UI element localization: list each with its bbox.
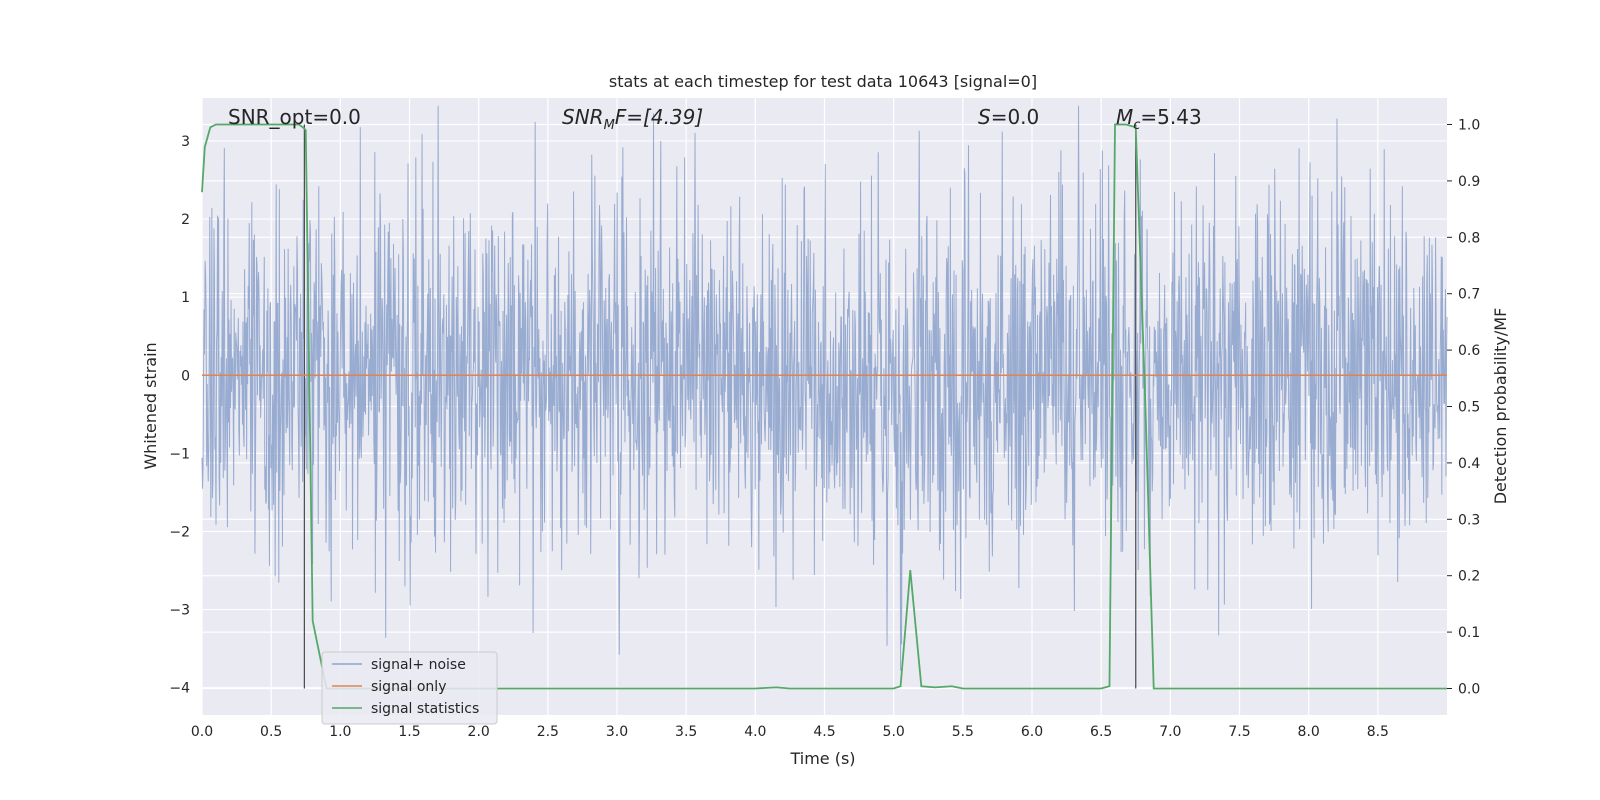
legend: signal+ noise signal only signal statist… <box>321 651 498 725</box>
y-tick-label: −1 <box>169 446 190 462</box>
x-tick-label: 5.5 <box>952 724 974 740</box>
y2-tick-label: 1.0 <box>1458 118 1480 134</box>
y-tick-label: 3 <box>181 134 190 150</box>
x-axis-label: Time (s) <box>789 749 855 768</box>
y2-tick-label: 0.7 <box>1458 287 1480 303</box>
y-tick-label: 1 <box>181 290 190 306</box>
y2-axis-label: Detection probability/MF <box>1491 308 1510 505</box>
chart-title: stats at each timestep for test data 106… <box>609 72 1037 91</box>
legend-box <box>321 651 498 725</box>
x-tick-label: 8.0 <box>1298 724 1320 740</box>
legend-label-stats: signal statistics <box>371 701 479 717</box>
y-axis-label: Whitened strain <box>141 342 160 469</box>
x-tick-label: 6.5 <box>1090 724 1112 740</box>
annotation-mc-rest: =5.43 <box>1140 105 1201 129</box>
y-tick-label: −2 <box>169 524 190 540</box>
noise-line <box>201 105 1448 671</box>
x-tick-label: 0.5 <box>260 724 282 740</box>
x-tick-label: 3.5 <box>675 724 697 740</box>
y2-tick-label: 0.9 <box>1458 174 1480 190</box>
series-signal-statistics <box>201 123 1447 690</box>
y2-tick-label: 0.8 <box>1458 230 1480 246</box>
x-tick-label: 3.0 <box>606 724 628 740</box>
x-tick-label: 1.5 <box>398 724 420 740</box>
x-tick-label: 0.0 <box>191 724 213 740</box>
x-tick-label: 4.5 <box>813 724 835 740</box>
y2-tick-label: 0.4 <box>1458 456 1480 472</box>
y-tick-label: 0 <box>181 368 190 384</box>
x-tick-label: 5.0 <box>883 724 905 740</box>
y2-tick-label: 0.0 <box>1458 681 1480 697</box>
x-tick-label: 2.0 <box>468 724 490 740</box>
y2-tick-label: 0.1 <box>1458 625 1480 641</box>
x-tick-label: 7.5 <box>1228 724 1250 740</box>
x-tick-label: 4.0 <box>744 724 766 740</box>
x-tick-label: 7.0 <box>1159 724 1181 740</box>
annotation-snr-opt: SNR_opt=0.0 <box>228 105 361 129</box>
annotation-s-rest: =0.0 <box>991 105 1040 129</box>
annotation-s-prefix: S <box>978 105 991 129</box>
x-tick-label: 6.0 <box>1021 724 1043 740</box>
y2-tick-label: 0.2 <box>1458 569 1480 585</box>
y-tick-label: −3 <box>169 603 190 619</box>
legend-label-signal: signal only <box>371 679 446 695</box>
y-tick-label: 2 <box>181 212 190 228</box>
legend-label-noise: signal+ noise <box>371 657 466 673</box>
y2-tick-label: 0.3 <box>1458 512 1480 528</box>
annotation-s: S=0.0 <box>978 105 1039 129</box>
series-signal-noise <box>201 105 1448 671</box>
annotation-snr-mf-prefix: SNR <box>562 105 604 129</box>
x-tick-label: 8.5 <box>1367 724 1389 740</box>
y2-tick-label: 0.6 <box>1458 343 1480 359</box>
marker-lines <box>303 124 1137 689</box>
annotation-mc: Mc=5.43 <box>1116 105 1202 133</box>
annotation-mc-prefix: M <box>1116 105 1133 129</box>
signal-statistics-line <box>201 123 1447 690</box>
annotation-snr-mf-sub: M <box>604 118 615 133</box>
x-axis-ticks: 0.0 0.5 1.0 1.5 2.0 2.5 3.0 3.5 4.0 4.5 5.0 5.5 6.0 6… <box>191 724 1389 740</box>
y2-tick-label: 0.5 <box>1458 400 1480 416</box>
annotation-snr-mf-rest: F=[4.39] <box>615 105 703 129</box>
annotation-snr-mf: SNRMF=[4.39] <box>562 105 703 133</box>
x-tick-label: 2.5 <box>537 724 559 740</box>
annotation-mc-sub: c <box>1133 118 1140 133</box>
y-tick-label: −4 <box>169 681 190 697</box>
annotations: SNR_opt=0.0 SNRMF=[4.39] S=0.0 Mc=5.43 <box>228 105 1202 133</box>
y-axis-ticks: 3 2 1 0 −1 −2 −3 −4 <box>169 134 190 697</box>
y2-axis-ticks: 1.0 0.9 0.8 0.7 0.6 0.5 0.4 0.3 0.2 0.1 0.0 <box>1447 118 1480 697</box>
x-tick-label: 1.0 <box>329 724 351 740</box>
